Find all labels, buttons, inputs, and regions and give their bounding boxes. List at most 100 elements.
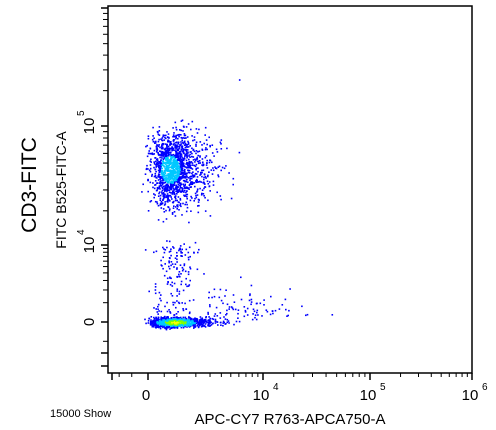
event-intermediate [182, 289, 185, 292]
event-cd3-positive [200, 181, 202, 183]
event-cd3-negative [186, 324, 189, 327]
event-cd3-positive [166, 143, 168, 146]
event-tail [246, 307, 249, 310]
event-cd3-negative [168, 321, 170, 324]
event-cd3-positive [181, 175, 184, 177]
event-cd3-negative [214, 320, 217, 322]
event-cd3-positive [175, 156, 177, 158]
event-cd3-positive [178, 168, 181, 170]
event-cd3-positive [201, 175, 203, 178]
event-cd3-positive [176, 175, 178, 178]
event-tail [249, 293, 251, 295]
event-cd3-positive [157, 173, 160, 175]
event-cd3-positive [162, 158, 165, 161]
event-intermediate [178, 249, 180, 252]
y-tick-label: 10 [81, 237, 98, 254]
event-cd3-positive [195, 145, 197, 147]
event-cd3-positive [191, 155, 193, 158]
event-cd3-positive [167, 194, 170, 197]
event-cd3-positive [169, 175, 171, 177]
event-cd3-negative [166, 321, 169, 324]
event-cd3-positive [172, 153, 175, 156]
event-cd3-negative [154, 320, 157, 323]
event-intermediate [178, 273, 180, 276]
event-tail [288, 309, 290, 312]
event-cd3-positive [165, 209, 167, 212]
event-cd3-positive [204, 156, 207, 159]
event-cd3-negative [179, 324, 182, 326]
event-cd3-positive [171, 191, 174, 194]
event-cd3-positive [184, 203, 186, 206]
event-cd3-positive [141, 191, 143, 193]
event-cd3-positive [177, 143, 179, 145]
event-cd3-positive [173, 182, 176, 185]
event-intermediate [158, 310, 160, 312]
event-cd3-negative [160, 317, 163, 319]
event-cd3-positive [169, 144, 171, 146]
event-cd3-positive [156, 186, 159, 189]
event-cd3-negative [207, 321, 210, 324]
event-intermediate [169, 250, 172, 252]
event-tail [281, 304, 284, 306]
event-cd3-positive [156, 147, 158, 149]
event-cd3-positive [169, 152, 172, 154]
event-cd3-positive [161, 202, 163, 205]
event-cd3-negative [216, 321, 219, 323]
event-cd3-positive [178, 175, 180, 177]
event-cd3-negative [206, 321, 208, 324]
event-intermediate [189, 279, 191, 282]
event-cd3-positive [153, 175, 156, 178]
event-cd3-positive [197, 201, 200, 203]
event-tail [248, 299, 251, 302]
event-cd3-positive [191, 183, 193, 185]
event-cd3-positive [212, 180, 215, 183]
event-cd3-positive [184, 186, 186, 189]
event-cd3-positive [186, 163, 189, 166]
event-cd3-positive [161, 183, 164, 186]
event-cd3-positive [171, 155, 174, 157]
event-cd3-positive [196, 176, 199, 178]
event-cd3-positive [189, 176, 191, 178]
event-cd3-positive [163, 211, 166, 213]
event-cd3-positive [201, 192, 203, 195]
event-intermediate [180, 283, 182, 286]
event-cd3-positive [163, 177, 165, 180]
event-cd3-positive [169, 166, 171, 169]
event-cd3-positive [181, 169, 184, 171]
event-cd3-negative [188, 326, 191, 328]
x-tick-label: 10 [462, 387, 479, 404]
event-cd3-negative [165, 318, 167, 320]
event-cd3-positive [209, 144, 211, 147]
event-cd3-positive [196, 156, 198, 159]
event-tail [233, 301, 236, 303]
event-cd3-positive [232, 183, 234, 186]
event-cd3-negative [145, 322, 147, 325]
event-cd3-negative [208, 323, 210, 325]
event-cd3-positive [203, 182, 205, 184]
event-tail [250, 298, 253, 301]
event-cd3-positive [185, 187, 187, 189]
event-tail [272, 312, 274, 315]
event-intermediate [193, 252, 195, 254]
event-cd3-positive [157, 161, 160, 163]
event-cd3-negative [174, 319, 177, 322]
event-cd3-positive [166, 131, 168, 133]
event-cd3-positive [193, 164, 196, 167]
event-cd3-positive [185, 201, 188, 204]
event-cd3-positive [196, 160, 199, 163]
event-cd3-positive [162, 197, 165, 200]
event-cd3-positive [191, 177, 193, 180]
event-cd3-negative [178, 318, 180, 321]
event-cd3-positive [171, 146, 173, 148]
event-cd3-positive [185, 149, 187, 152]
event-cd3-positive [160, 171, 163, 174]
event-cd3-positive [155, 140, 157, 143]
event-cd3-negative [228, 322, 230, 324]
event-cd3-positive [175, 141, 178, 144]
event-intermediate [176, 300, 178, 302]
event-cd3-positive [183, 169, 186, 172]
event-cd3-positive [159, 169, 161, 171]
event-cd3-positive [170, 180, 173, 182]
event-cd3-positive [209, 145, 211, 148]
event-intermediate [189, 311, 191, 314]
